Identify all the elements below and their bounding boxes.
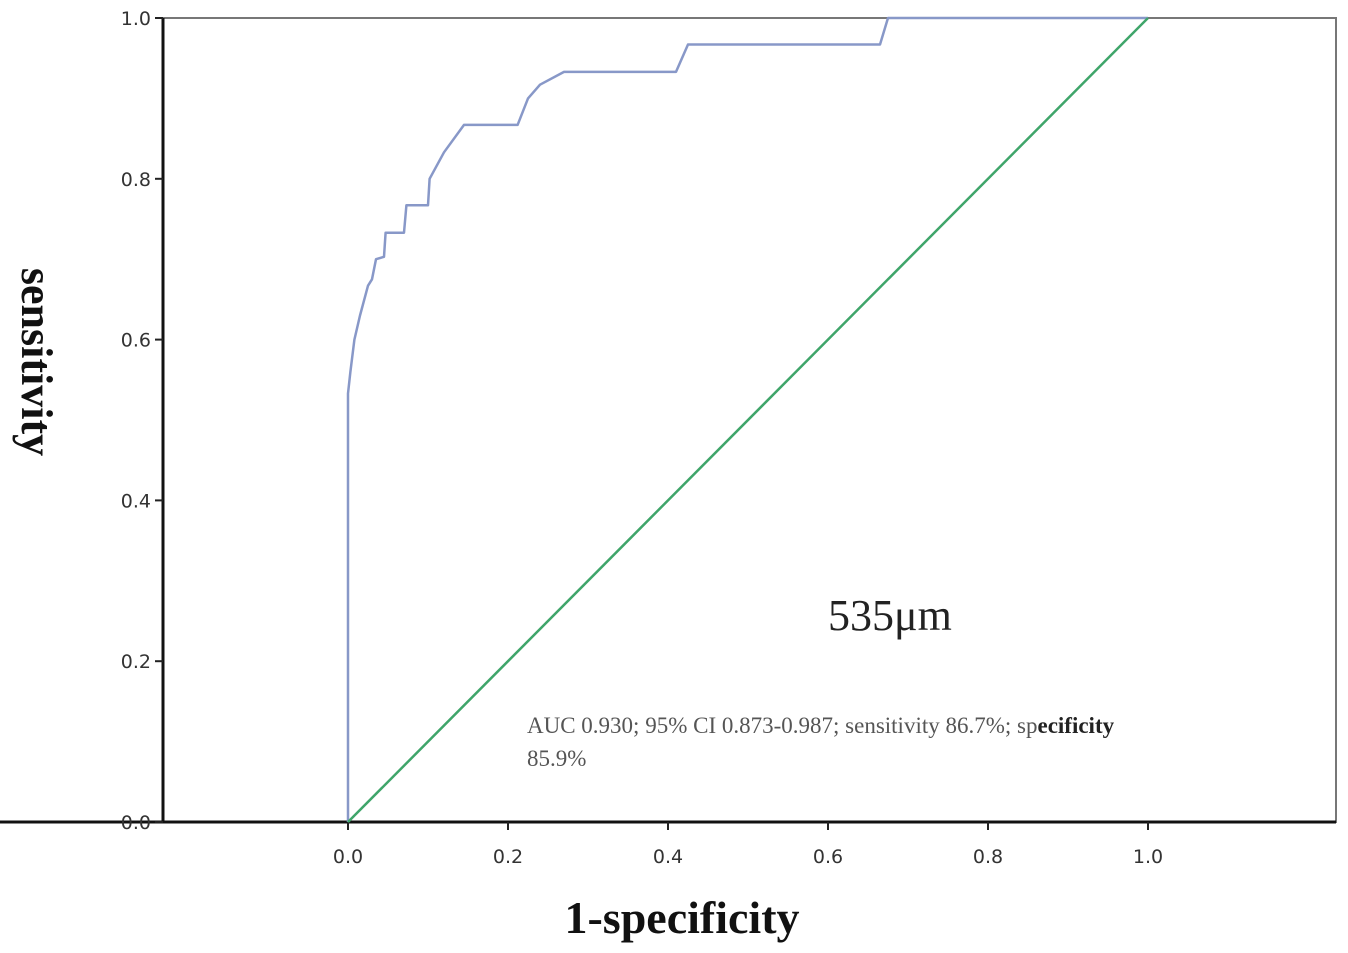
- x-tick-label: 1.0: [1133, 846, 1163, 868]
- x-tick-label: 0.0: [333, 846, 363, 868]
- y-tick-label: 0.4: [121, 490, 151, 512]
- stats-annotation-part1: AUC 0.930; 95% CI 0.873-0.987; sensitivi…: [527, 713, 1037, 738]
- x-tick-label: 0.4: [653, 846, 683, 868]
- x-tick-label: 0.8: [973, 846, 1003, 868]
- y-tick-label: 0.6: [121, 330, 151, 352]
- x-axis-title: 1-specificity: [564, 892, 799, 943]
- y-tick-label: 1.0: [121, 8, 151, 30]
- tick-group: 0.0 0.2 0.4 0.6 0.8 1.0 0.0 0.2 0.4 0.6 0.8 1.0: [121, 8, 1163, 868]
- roc-curve-line: [346, 16, 1148, 822]
- stats-annotation-bold: ecificity: [1037, 713, 1114, 738]
- y-tick-label: 0.8: [121, 169, 151, 191]
- y-axis-title: sensitivity: [12, 268, 61, 456]
- y-tick-label: 0.2: [121, 651, 151, 673]
- series-group: [346, 16, 1149, 823]
- y-tick-label: 0.0: [121, 812, 151, 834]
- stats-annotation: AUC 0.930; 95% CI 0.873-0.987; sensitivi…: [527, 713, 1115, 738]
- stats-annotation-line2: 85.9%: [527, 746, 586, 771]
- x-tick-label: 0.2: [493, 846, 523, 868]
- threshold-annotation: 535μm: [828, 591, 952, 640]
- x-tick-label: 0.6: [813, 846, 843, 868]
- reference-diagonal-line: [347, 17, 1149, 823]
